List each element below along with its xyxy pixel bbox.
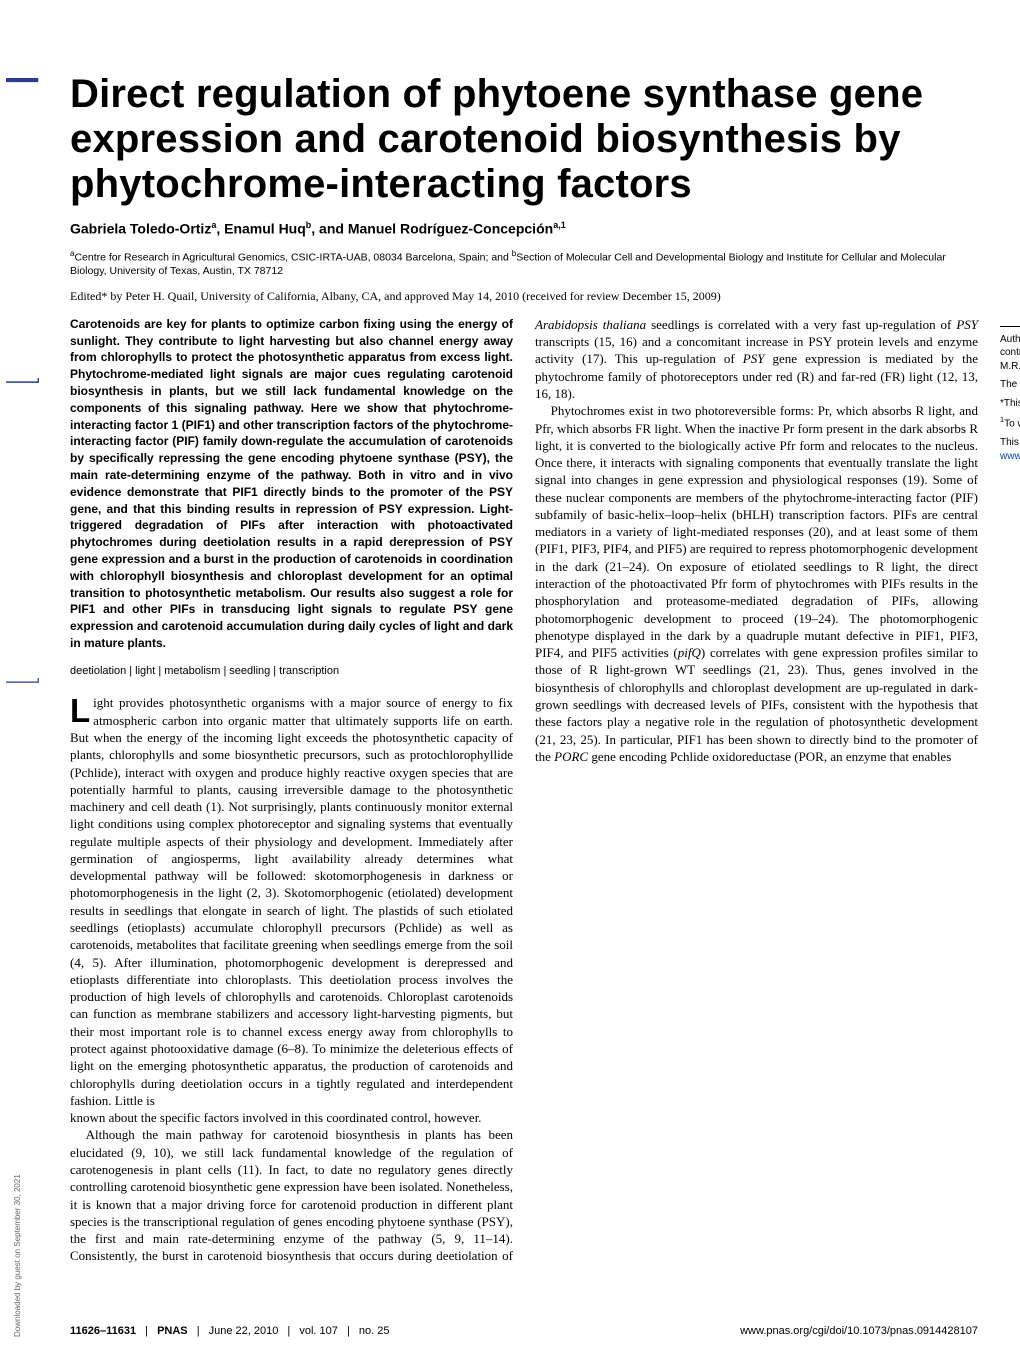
footer-issue: no. 25: [359, 1325, 390, 1337]
supplemental-link[interactable]: www.pnas.org/lookup/suppl/doi:10.1073/pn…: [1000, 451, 1020, 462]
kw: metabolism: [164, 665, 220, 677]
page-footer: 11626–11631 | PNAS | June 22, 2010 | vol…: [70, 1325, 978, 1337]
page-range: 11626–11631: [70, 1325, 136, 1337]
footer-left: 11626–11631 | PNAS | June 22, 2010 | vol…: [70, 1325, 389, 1337]
pnas-sidebar-logo: PNAS PNAS PNAS: [6, 78, 50, 978]
footnote-rule: [1000, 326, 1020, 327]
kw: light: [135, 665, 155, 677]
content-area: Direct regulation of phytoene synthase g…: [70, 72, 978, 1272]
abstract: Carotenoids are key for plants to optimi…: [70, 316, 513, 652]
body-p1: Light provides photosynthetic organisms …: [70, 694, 513, 1109]
supp-prefix: This article contains supporting informa…: [1000, 437, 1020, 448]
svg-text:PNAS: PNAS: [6, 78, 50, 86]
article-title: Direct regulation of phytoene synthase g…: [70, 72, 978, 206]
pnas-logo-outline-2: PNAS: [6, 678, 50, 978]
supplemental-info: This article contains supporting informa…: [1000, 436, 1020, 463]
editor-note: *This Direct Submission article had a pr…: [1000, 397, 1020, 411]
footer-journal: PNAS: [157, 1325, 188, 1337]
svg-text:PNAS: PNAS: [6, 378, 50, 386]
affiliations: aCentre for Research in Agricultural Gen…: [70, 249, 978, 279]
keywords: deetiolation|light|metabolism|seedling|t…: [70, 664, 513, 679]
author-contributions: Author contributions: G.T.-O. and M.R.-C…: [1000, 333, 1020, 374]
kw: transcription: [279, 665, 339, 677]
authors: Gabriela Toledo-Ortiza, Enamul Huqb, and…: [70, 220, 978, 237]
pnas-logo-solid: PNAS: [6, 78, 50, 388]
body-p2: known about the specific factors involve…: [70, 1109, 513, 1126]
two-column-body: Carotenoids are key for plants to optimi…: [70, 316, 978, 1272]
footnotes-block: Author contributions: G.T.-O. and M.R.-C…: [1000, 326, 1020, 463]
svg-text:PNAS: PNAS: [6, 678, 50, 686]
kw: seedling: [229, 665, 270, 677]
footer-doi: www.pnas.org/cgi/doi/10.1073/pnas.091442…: [740, 1325, 978, 1337]
page: PNAS PNAS PNAS Downloaded by guest on Se…: [0, 0, 1020, 1365]
edited-line: Edited* by Peter H. Quail, University of…: [70, 289, 978, 304]
download-note: Downloaded by guest on September 30, 202…: [13, 1174, 22, 1337]
body-p4: Phytochromes exist in two photoreversibl…: [535, 402, 978, 765]
footer-date: June 22, 2010: [209, 1325, 279, 1337]
conflict-statement: The authors declare no conflict of inter…: [1000, 378, 1020, 392]
kw: deetiolation: [70, 665, 126, 677]
footer-vol: vol. 107: [299, 1325, 338, 1337]
pnas-logo-outline-1: PNAS: [6, 378, 50, 688]
correspondence: 1To whom correspondence should be addres…: [1000, 415, 1020, 431]
